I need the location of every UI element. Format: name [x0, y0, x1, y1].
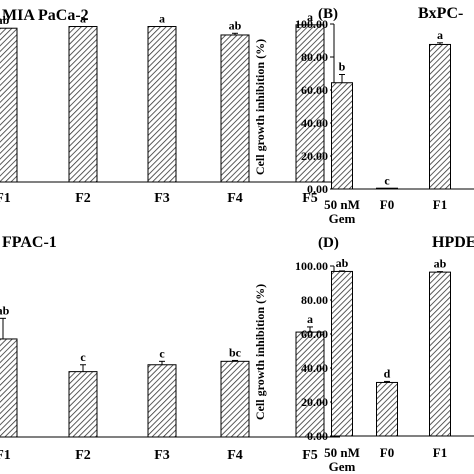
y-tick-label: 20.00: [301, 149, 328, 163]
y-tick-label: 100.00: [295, 17, 328, 31]
bar: [376, 381, 398, 437]
x-tick-label-line: Gem: [329, 211, 356, 226]
chart-title: BxPC-: [418, 5, 463, 22]
y-axis-label: Cell growth inhibition (%): [253, 284, 267, 420]
panel-label: (D): [318, 235, 339, 251]
y-tick-label: 40.00: [301, 116, 328, 130]
x-tick-label: F2: [75, 448, 91, 463]
bar: [376, 187, 398, 190]
x-tick-label: F0: [380, 197, 394, 212]
significance-letter: ab: [336, 256, 349, 270]
bar: [0, 338, 18, 438]
chart-title: FPAC-1: [2, 234, 57, 251]
y-tick-label: 20.00: [301, 395, 328, 409]
y-tick-label: 0.00: [307, 429, 328, 443]
x-tick-label: F4: [227, 191, 243, 206]
x-tick-label: F5: [302, 448, 318, 463]
bar: [295, 331, 325, 438]
panel-label: (B): [318, 6, 338, 22]
x-tick-label: F1: [433, 445, 447, 460]
x-tick-label: F1: [0, 448, 11, 463]
y-tick-label: 40.00: [301, 361, 328, 375]
x-tick-label: 50 nM Gem: [324, 445, 360, 474]
significance-letter: c: [159, 346, 165, 360]
x-tick-label: F2: [75, 191, 91, 206]
bar: [429, 43, 451, 190]
y-tick-label: 80.00: [301, 293, 328, 307]
x-tick-label: F1: [0, 191, 11, 206]
x-tick-label: 50 nM Gem: [324, 197, 360, 226]
significance-letter: ab: [0, 13, 10, 27]
x-tick-label-line: Gem: [329, 459, 356, 474]
bar: [68, 26, 98, 183]
y-tick-label: 0.00: [307, 182, 328, 196]
significance-letter: ab: [434, 257, 447, 271]
chart-title: HPDE: [432, 234, 474, 251]
bar: [331, 82, 353, 190]
x-tick-label: F3: [154, 448, 170, 463]
significance-letter: bc: [229, 345, 242, 359]
bar: [0, 27, 18, 183]
x-tick-label: F0: [380, 445, 394, 460]
bar: [331, 270, 353, 437]
significance-letter: a: [307, 312, 313, 326]
significance-letter: ab: [0, 303, 10, 317]
bar: [68, 371, 98, 438]
significance-letter: ab: [229, 18, 242, 32]
significance-letter: a: [437, 28, 443, 42]
panel-mia-paca-2: MIA PaCa-2abF1aF2aF3abF4aF5: [0, 7, 340, 206]
significance-letter: d: [384, 366, 391, 380]
bar: [220, 360, 250, 438]
significance-letter: c: [384, 174, 390, 188]
significance-letter: c: [80, 350, 86, 364]
y-tick-label: 60.00: [301, 83, 328, 97]
x-tick-label: F3: [154, 191, 170, 206]
x-tick-label: F1: [433, 197, 447, 212]
bar: [429, 271, 451, 437]
panel-bxpc: BxPC- (B) 0.00 20.00 40.00 60.00 80.00 100.00 Ce…: [253, 5, 474, 226]
x-tick-label-line: 50 nM: [324, 445, 360, 460]
chart-title: MIA PaCa-2: [2, 7, 89, 24]
y-tick-label: 80.00: [301, 50, 328, 64]
significance-letter: a: [80, 12, 86, 26]
panel-fpac-1: FPAC-1 ab F1 c F2 c F3 bc F4 a F5: [0, 234, 340, 463]
bar: [295, 24, 325, 183]
panel-hpde: HPDE (D) 0.00 20.00 40.00 60.00 80.00 100.00 Cel…: [253, 234, 474, 474]
significance-letter: a: [159, 12, 165, 26]
y-axis-label: Cell growth inhibition (%): [253, 39, 267, 175]
y-tick-label: 60.00: [301, 327, 328, 341]
x-tick-label: F4: [227, 448, 243, 463]
bar: [147, 26, 177, 183]
bar: [147, 364, 177, 438]
x-tick-label-line: 50 nM: [324, 197, 360, 212]
significance-letter: a: [307, 10, 313, 24]
bar: [220, 34, 250, 183]
y-tick-label: 100.00: [295, 259, 328, 273]
significance-letter: b: [339, 59, 346, 73]
x-tick-label: F5: [302, 191, 318, 206]
